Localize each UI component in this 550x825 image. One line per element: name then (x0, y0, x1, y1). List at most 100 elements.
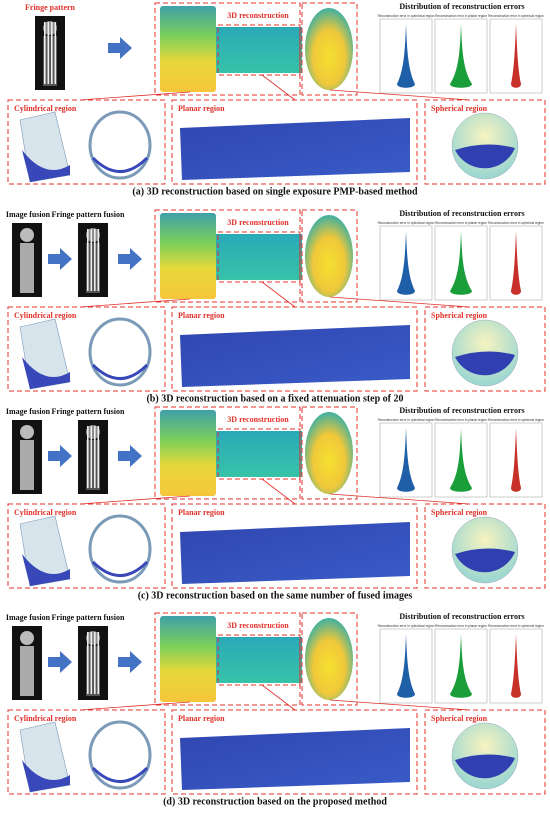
connector (261, 74, 296, 101)
arrow (118, 651, 142, 673)
arrow (48, 651, 72, 673)
violin-axes (489, 422, 543, 498)
panel: Image fusion Fringe pattern fusion 3D reco… (6, 209, 546, 404)
ring (88, 720, 152, 790)
stem (86, 243, 100, 293)
cyl-fill (22, 760, 70, 792)
violin-title: Reconstruction error in cylindrical regi… (378, 624, 435, 628)
violin-axes (379, 422, 433, 498)
panel: Image fusion Fringe pattern fusion 3D reco… (6, 612, 546, 807)
recon-box (154, 2, 301, 96)
shaft-box (217, 634, 301, 686)
region-box (7, 503, 166, 589)
violin (511, 24, 521, 88)
ball (86, 631, 100, 645)
violin (511, 231, 521, 295)
recon-label: 3D reconstruction (227, 218, 289, 227)
sphere-box (301, 406, 358, 500)
region-label: Planar region (178, 714, 225, 723)
violin-title: Reconstruction error in spherical region (488, 418, 544, 422)
input-label: Image fusion (6, 613, 51, 622)
ring-fill (91, 156, 149, 173)
shaft-box (217, 428, 301, 480)
violin-title: Reconstruction error in planar region (435, 624, 487, 628)
violin-axes (434, 18, 488, 94)
sphere-box (301, 209, 358, 303)
sphere (305, 618, 353, 700)
stem (43, 36, 57, 86)
connector (79, 495, 191, 505)
plane (180, 325, 410, 387)
input-label: Fringe pattern (25, 3, 76, 12)
connector (79, 91, 191, 101)
recon-label: 3D reconstruction (227, 415, 289, 424)
fringe (87, 426, 89, 488)
violin-title: Reconstruction error in planar region (435, 418, 487, 422)
shaft (216, 27, 302, 73)
shaft (216, 637, 302, 683)
caption: (d) 3D reconstruction based on the propo… (163, 796, 387, 807)
recon-box (154, 406, 301, 500)
fringe (44, 22, 46, 84)
violin (450, 634, 472, 698)
dist-label: Distribution of reconstruction errors (399, 209, 524, 218)
stem (86, 646, 100, 696)
violin (450, 24, 472, 88)
fringe (87, 229, 89, 291)
violin-title: Reconstruction error in planar region (435, 14, 487, 18)
recon-box (154, 209, 301, 303)
caption: (c) 3D reconstruction based on the same … (138, 590, 413, 601)
connector (329, 699, 471, 711)
ball (86, 228, 100, 242)
arrow (118, 445, 142, 467)
connector (329, 89, 471, 101)
ball (20, 425, 34, 439)
fringe (90, 426, 93, 488)
fringe (54, 22, 57, 84)
ball-fill (455, 754, 515, 779)
region-label: Cylindrical region (14, 311, 77, 320)
region-box (424, 306, 546, 392)
fringe (90, 632, 93, 694)
fringe (94, 426, 96, 488)
stem (86, 440, 100, 490)
violin-axes (489, 225, 543, 301)
fringe (87, 632, 89, 694)
region-label: Planar region (178, 311, 225, 320)
cyl-fill (22, 554, 70, 586)
region-box (424, 709, 546, 795)
ring-fill (91, 363, 149, 380)
violin (397, 24, 415, 88)
sphere (305, 8, 353, 90)
region-label: Spherical region (431, 104, 488, 113)
fringe (47, 22, 50, 84)
recon-label: 3D reconstruction (227, 621, 289, 630)
violin-title: Reconstruction error in spherical region (488, 221, 544, 225)
violin (511, 634, 521, 698)
violin (397, 428, 415, 492)
ball-fill (455, 548, 515, 573)
input-label: Image fusion (6, 210, 51, 219)
region-box (7, 99, 166, 185)
ring (88, 110, 152, 180)
input-label: Fringe pattern fusion (52, 210, 125, 219)
cylinder (160, 410, 216, 496)
connector (261, 684, 296, 711)
cylinder (160, 213, 216, 299)
violin-title: Reconstruction error in planar region (435, 221, 487, 225)
ring-fill (91, 560, 149, 577)
shaft-box (217, 231, 301, 283)
dist-label: Distribution of reconstruction errors (399, 406, 524, 415)
cylinder (160, 616, 216, 702)
violin (397, 231, 415, 295)
violin-axes (379, 18, 433, 94)
connector (79, 298, 191, 308)
violin-axes (379, 225, 433, 301)
cylinder (160, 6, 216, 92)
violin-axes (434, 422, 488, 498)
ring (88, 514, 152, 584)
violin (450, 428, 472, 492)
arrow (48, 445, 72, 467)
connector (261, 281, 296, 308)
